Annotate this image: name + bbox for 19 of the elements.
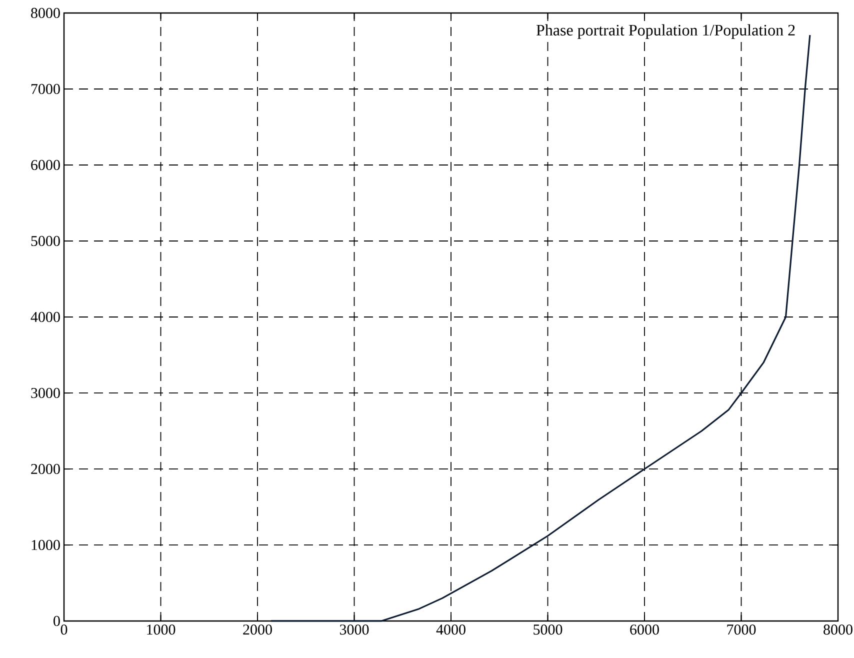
x-tick-label: 1000 xyxy=(147,624,176,635)
y-tick-label: 8000 xyxy=(31,8,60,18)
x-tick-label: 0 xyxy=(60,624,68,635)
y-tick-label: 2000 xyxy=(31,464,60,474)
x-tick-label: 7000 xyxy=(727,624,756,635)
y-tick-label: 7000 xyxy=(31,84,60,94)
y-tick-label: 6000 xyxy=(31,160,60,170)
x-tick-label: 4000 xyxy=(436,624,466,635)
y-tick-label: 5000 xyxy=(31,236,60,246)
x-tick-label: 6000 xyxy=(630,624,659,635)
x-tick-label: 5000 xyxy=(534,624,562,635)
y-tick-label: 1000 xyxy=(32,540,60,550)
y-tick-label: 0 xyxy=(54,616,60,626)
x-tick-label: 2000 xyxy=(243,624,272,635)
x-tick-label: 3000 xyxy=(340,624,369,635)
y-tick-label: 3000 xyxy=(31,388,60,398)
x-tick-label: 8000 xyxy=(824,624,852,635)
annotation: Phase portrait Population 1/Population 2 xyxy=(536,24,795,39)
y-tick-label: 4000 xyxy=(30,312,60,322)
